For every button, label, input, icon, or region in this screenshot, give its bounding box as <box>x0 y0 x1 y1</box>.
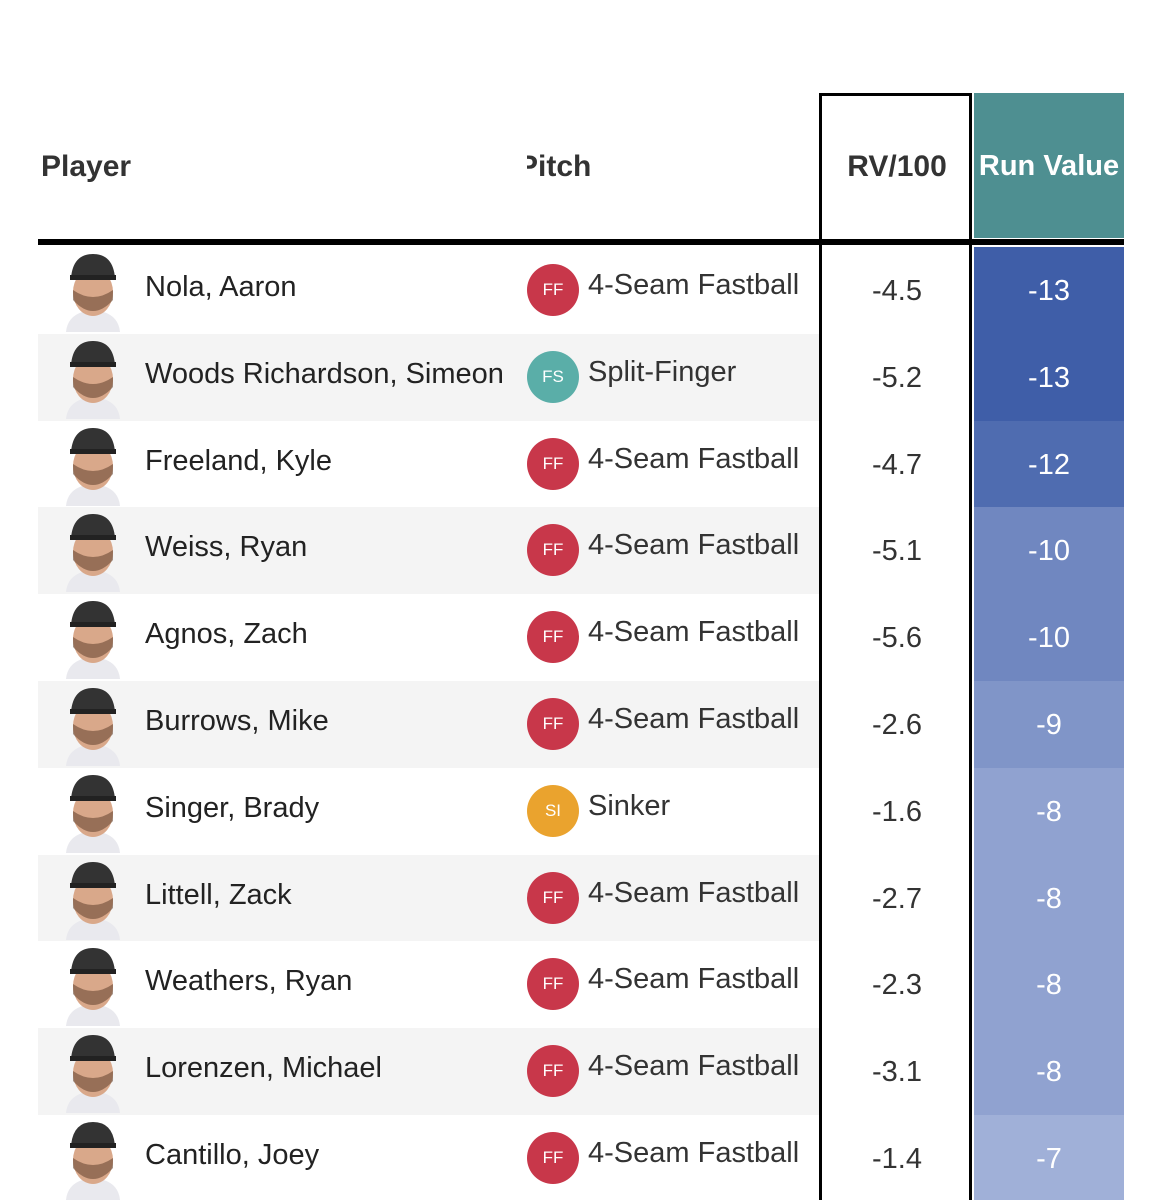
headshot <box>66 688 120 766</box>
run-value-cell-bg <box>974 941 1124 1029</box>
player-header: Player <box>41 150 132 183</box>
row-stripe <box>38 333 819 421</box>
pitch-name: 4-Seam Fastball <box>588 1137 800 1169</box>
run-value-cell-bg <box>974 420 1124 508</box>
player-name: Burrows, Mike <box>145 705 329 737</box>
headshot <box>66 774 120 853</box>
run-value: -10 <box>1028 535 1070 568</box>
run-value: -8 <box>1036 795 1062 828</box>
pitch-name: 4-Seam Fastball <box>588 1050 800 1083</box>
player-name: Lorenzen, Michael <box>145 1052 382 1085</box>
run-value: -13 <box>1028 361 1070 394</box>
headshot <box>66 514 120 593</box>
run-value-cell-bg <box>974 333 1124 421</box>
player-name: Weathers, Ryan <box>145 965 353 998</box>
rv100-value: -1.4 <box>872 1143 922 1175</box>
headshot <box>66 601 120 680</box>
run-value: -8 <box>1036 1056 1062 1089</box>
pitch-name: 4-Seam Fastball <box>588 442 800 475</box>
rv100-value: -5.1 <box>872 535 922 568</box>
rv100-value: -2.7 <box>872 882 922 915</box>
run-value-cell-bg <box>974 681 1124 768</box>
rv100-column-frame <box>819 93 972 1200</box>
player-name: Weiss, Ryan <box>145 531 308 564</box>
player-name: Freeland, Kyle <box>145 444 332 477</box>
player-name: Singer, Brady <box>145 791 320 824</box>
pitch-name: 4-Seam Fastball <box>588 963 800 996</box>
player-name: Woods Richardson, Simeon <box>145 357 504 390</box>
headshot <box>66 948 120 1027</box>
headshot <box>66 340 120 419</box>
pitch-name: 4-Seam Fastball <box>588 269 800 301</box>
headshot <box>66 1035 120 1114</box>
pitch-header: Pitch <box>527 150 592 183</box>
pitch-badge: FS <box>527 350 579 403</box>
run-value: -9 <box>1036 709 1062 741</box>
rv100-header: RV/100 <box>847 150 947 183</box>
run-value-cell-bg <box>974 854 1124 942</box>
pitch-badge: FF <box>527 1045 579 1098</box>
rv100-value: -4.5 <box>872 275 922 307</box>
run-value-header: Run Value <box>978 150 1120 182</box>
run-value: -10 <box>1028 622 1070 655</box>
run-value: -7 <box>1036 1143 1062 1175</box>
headshot <box>66 427 120 506</box>
pitch-name: Split-Finger <box>588 355 737 388</box>
row-stripe <box>38 681 819 768</box>
pitch-name: 4-Seam Fastball <box>588 529 800 562</box>
run-value-cell-bg <box>974 507 1124 595</box>
run-value-header-bg <box>974 93 1124 238</box>
pitch-badge: FF <box>527 698 579 750</box>
run-value: -13 <box>1028 275 1070 307</box>
pitch-badge: FF <box>527 524 579 577</box>
rv100-value: -1.6 <box>872 795 922 828</box>
pitch-header-cell: Pitch <box>527 140 807 200</box>
run-value-cell-bg <box>974 594 1124 681</box>
pitch-badge: FF <box>527 611 579 664</box>
rv100-value: -4.7 <box>872 448 922 481</box>
headshot <box>66 1122 120 1200</box>
rv100-value: -5.6 <box>872 622 922 655</box>
rv100-value: -2.3 <box>872 969 922 1002</box>
run-value: -8 <box>1036 969 1062 1002</box>
headshot <box>66 254 120 332</box>
rv100-value: -2.6 <box>872 709 922 741</box>
pitch-badge: SI <box>527 784 579 837</box>
run-value: -8 <box>1036 882 1062 915</box>
pitch-badge: FF <box>527 871 579 924</box>
rv100-value: -5.2 <box>872 361 922 394</box>
pitch-name: Sinker <box>588 789 671 822</box>
run-value-cell-bg <box>974 1115 1124 1200</box>
row-stripe <box>38 507 819 595</box>
pitch-badge: FF <box>527 958 579 1011</box>
player-name: Cantillo, Joey <box>145 1139 320 1171</box>
run-value-cell-bg <box>974 767 1124 855</box>
run-value-cell-bg <box>974 1028 1124 1115</box>
pitch-name: 4-Seam Fastball <box>588 616 800 649</box>
player-name: Agnos, Zach <box>145 618 308 651</box>
run-value-cell-bg <box>974 247 1124 334</box>
pitch-badge: FF <box>527 264 579 316</box>
player-name: Littell, Zack <box>145 878 292 911</box>
row-stripe <box>38 854 819 942</box>
row-stripe <box>38 1028 819 1115</box>
pitch-name: 4-Seam Fastball <box>588 876 800 909</box>
pitch-name: 4-Seam Fastball <box>588 703 800 735</box>
headshot <box>66 861 120 940</box>
pitch-badge: FF <box>527 1132 579 1184</box>
header-rule <box>38 239 1124 245</box>
rv100-value: -3.1 <box>872 1056 922 1089</box>
player-name: Nola, Aaron <box>145 271 297 303</box>
pitch-badge: FF <box>527 437 579 490</box>
run-value: -12 <box>1028 448 1070 481</box>
